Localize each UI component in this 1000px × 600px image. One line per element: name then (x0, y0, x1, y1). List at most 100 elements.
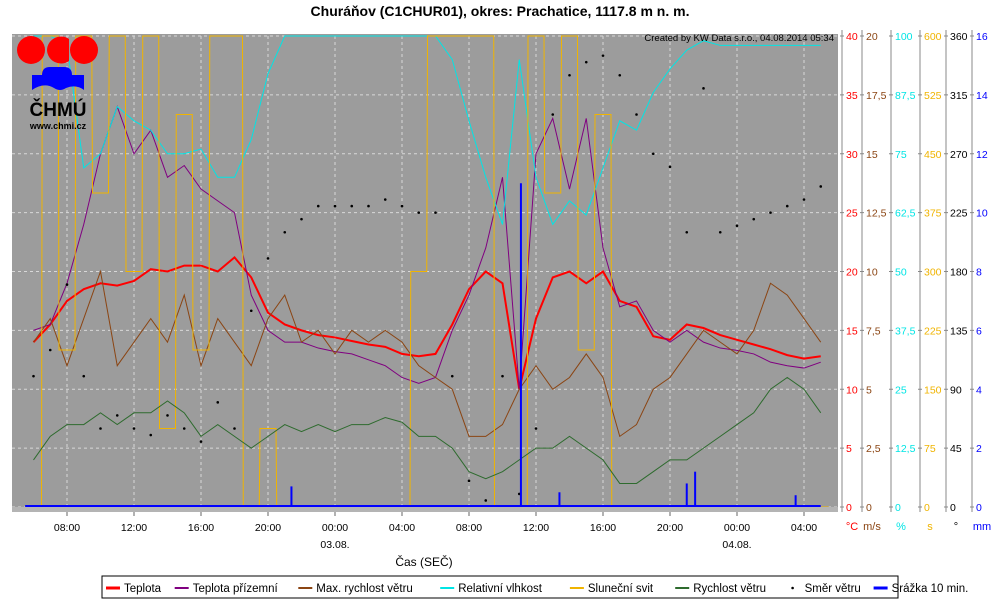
x-tick-label: 20:00 (657, 522, 683, 534)
y-axis-unit: °C (846, 521, 858, 533)
y-tick-label: 12 (976, 149, 988, 161)
series-sm-r-v-tru-point (32, 374, 35, 378)
y-tick-label: 300 (924, 267, 942, 279)
y-tick-label: 20 (866, 31, 878, 43)
y-tick-label: 75 (924, 443, 936, 455)
y-tick-label: 50 (895, 267, 907, 279)
series-sm-r-v-tru-point (99, 427, 102, 430)
series-sm-r-v-tru-point (132, 427, 136, 430)
series-sm-r-v-tru-point (568, 73, 571, 77)
y-tick-label: 15 (846, 325, 858, 337)
logo-wave (32, 67, 84, 90)
y-tick-label: 0 (866, 502, 872, 514)
y-axis-unit: ° (954, 521, 958, 533)
series-teplota-line (32, 255, 821, 390)
x-tick-label: 00:00 (724, 522, 750, 534)
x-tick-label: 16:00 (188, 522, 214, 534)
credit-text: Created by KW Data s.r.o., 04.08.2014 05… (644, 33, 834, 44)
y-tick-label: 16 (976, 31, 988, 43)
series-sm-r-v-tru-point (718, 230, 722, 234)
series-sm-r-v-tru-point (82, 374, 86, 378)
series-max-rychlost-v-tru-line (33, 269, 822, 438)
y-axes: 0510152025303540°C02,557,51012,51517,520… (840, 30, 991, 533)
series-sm-r-v-tru-point (166, 414, 169, 417)
series-sm-r-v-tru-point (450, 374, 454, 378)
legend-max-rychlost-v-tru-label: Max. rychlost větru (316, 583, 413, 595)
y-tick-label: 25 (846, 208, 858, 220)
y-axis-unit: mm (973, 521, 991, 533)
y-axis-unit: % (896, 521, 906, 533)
y-tick-label: 2,5 (866, 443, 881, 455)
y-tick-label: 270 (950, 149, 968, 161)
y-tick-label: 75 (895, 149, 907, 161)
y-tick-label: 90 (950, 384, 962, 396)
y-tick-label: 6 (976, 325, 982, 337)
chart-title: Churáňov (C1CHUR01), okres: Prachatice, … (311, 3, 690, 19)
series-sm-r-v-tru-point (350, 204, 354, 208)
y-tick-label: 4 (976, 384, 982, 396)
y-tick-label: 375 (924, 208, 942, 220)
y-tick-label: 450 (924, 149, 942, 161)
x-tick-label: 00:00 (322, 522, 348, 534)
series-sm-r-v-tru-point (266, 257, 270, 260)
series-sm-r-v-tru-point (216, 401, 220, 404)
y-tick-label: 135 (950, 325, 968, 337)
x-axis: 08:00 12:00 16:00 20:00 00:00 03.08. 04:00 08:0… (54, 512, 817, 551)
y-tick-label: 2 (976, 443, 982, 455)
y-tick-label: 35 (846, 90, 858, 102)
x-axis-bar (12, 507, 838, 512)
x-tick-label: 20:00 (255, 522, 281, 534)
y-tick-label: 0 (976, 502, 982, 514)
y-tick-label: 10 (846, 384, 858, 396)
series-sm-r-v-tru-point (785, 204, 789, 208)
x-tick-label: 12:00 (121, 522, 147, 534)
y-tick-label: 0 (924, 502, 930, 514)
logo-url: www.chmi.cz (29, 121, 87, 131)
series-sm-r-v-tru-point (383, 198, 387, 201)
x-tick-label: 16:00 (590, 522, 616, 534)
series-sm-r-v-tru-point (735, 224, 739, 228)
legend-teplota-p-zemn--label: Teplota přízemní (193, 583, 279, 595)
y-tick-label: 14 (976, 90, 988, 102)
x-date-label: 04.08. (722, 539, 751, 551)
legend-teplota-label: Teplota (124, 583, 162, 595)
series-sm-r-v-tru-point (417, 211, 421, 214)
y-tick-label: 225 (924, 325, 942, 337)
series-sm-r-v-tru-point (635, 113, 638, 116)
y-axis-unit: s (927, 521, 933, 533)
y-tick-label: 150 (924, 384, 942, 396)
y-tick-label: 525 (924, 90, 942, 102)
y-tick-label: 5 (846, 443, 852, 455)
y-tick-label: 315 (950, 90, 968, 102)
legend-box (101, 575, 899, 599)
y-tick-label: 0 (895, 502, 901, 514)
y-tick-label: 25 (895, 384, 907, 396)
y-tick-label: 600 (924, 31, 942, 43)
x-tick-label: 08:00 (54, 522, 80, 534)
legend-slune-n-svit-label: Sluneční svit (588, 583, 654, 595)
legend-sm-r-v-tru-label: Směr větru (805, 583, 861, 595)
series-sm-r-v-tru-point (802, 198, 806, 201)
logo-circle-right (70, 36, 98, 64)
series-sm-r-v-tru-point (400, 204, 404, 208)
y-tick-label: 10 (866, 267, 878, 279)
logo-circle-left (17, 36, 45, 64)
x-axis-label: Čas (SEČ) (395, 554, 452, 569)
y-tick-label: 30 (846, 149, 858, 161)
y-tick-label: 0 (950, 502, 956, 514)
series-sm-r-v-tru-point (702, 87, 705, 90)
y-axis-unit: m/s (863, 521, 881, 533)
series-sm-r-v-tru-point (534, 427, 538, 430)
series-sm-r-v-tru-point (501, 374, 504, 378)
chmu-logo: ČHMÚ www.chmi.cz (17, 36, 98, 131)
series-sm-r-v-tru-point (316, 204, 320, 208)
x-tick-label: 12:00 (523, 522, 549, 534)
series-sm-r-v-tru-point (249, 309, 253, 313)
series-sm-r-v-tru-point (48, 348, 52, 352)
series-sm-r-v-tru-point (517, 492, 521, 496)
series-sm-r-v-tru-point (182, 427, 186, 430)
y-tick-label: 5 (866, 384, 872, 396)
y-tick-label: 180 (950, 267, 968, 279)
